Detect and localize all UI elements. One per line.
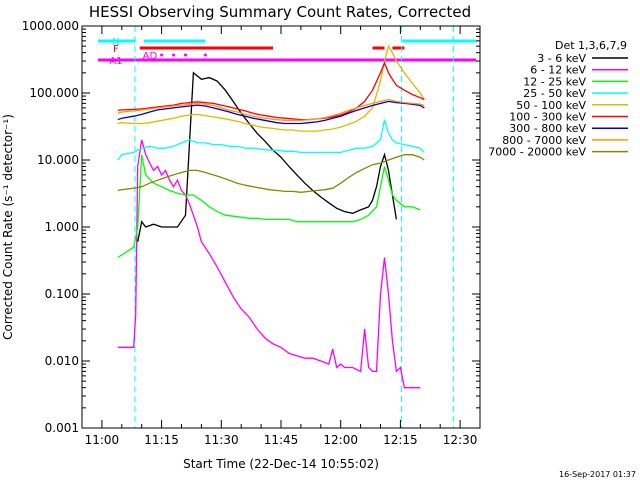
x-axis-label: Start Time (22-Dec-14 10:55:02) — [183, 457, 379, 471]
y-tick-label: 1000.000 — [22, 19, 79, 33]
legend-label: 300 - 800 keV — [509, 122, 586, 135]
flag-dot — [183, 53, 187, 57]
legend-label: 7000 - 20000 keV — [488, 146, 586, 159]
legend-label: 25 - 50 keV — [523, 87, 586, 100]
series-line — [117, 100, 425, 125]
series-line — [117, 44, 425, 132]
series-line — [117, 139, 421, 389]
flag-label: AD — [143, 51, 158, 62]
y-tick-label: 10.000 — [37, 153, 79, 167]
series-line — [117, 98, 425, 122]
flag-dot — [172, 53, 176, 57]
flag-label: F — [113, 44, 119, 55]
y-tick-label: 100.000 — [29, 86, 79, 100]
chart-title: HESSI Observing Summary Count Rates, Cor… — [89, 3, 471, 21]
x-tick-label: 11:00 — [85, 433, 120, 447]
flag-dot — [203, 53, 207, 57]
x-tick-label: 11:15 — [144, 433, 179, 447]
observing-flags: NFADA1 — [97, 37, 477, 67]
y-tick-label: 0.010 — [45, 354, 79, 368]
series-lines — [117, 44, 425, 389]
y-axis-label: Corrected Count Rate (s⁻¹ detector⁻¹) — [1, 114, 15, 340]
series-line — [117, 154, 421, 259]
legend-title: Det 1,3,6,7,9 — [555, 39, 627, 52]
x-tick-label: 11:30 — [204, 433, 239, 447]
x-tick-label: 12:30 — [443, 433, 478, 447]
flag-dot — [160, 53, 164, 57]
y-tick-label: 1.000 — [45, 220, 79, 234]
plot-frame — [81, 25, 481, 429]
legend-label: 12 - 25 keV — [523, 75, 586, 88]
x-tick-label: 12:15 — [383, 433, 418, 447]
legend-label: 800 - 7000 keV — [502, 134, 586, 147]
timestamp: 16-Sep-2017 01:37 — [559, 470, 636, 479]
series-line — [117, 61, 425, 121]
y-axis-ticks: 0.001 0.010 0.100 1.000 10.000 100.000 1000.00… — [22, 19, 480, 435]
x-tick-label: 12:00 — [323, 433, 358, 447]
legend-label: 6 - 12 keV — [530, 64, 586, 77]
attenuator-markers — [134, 26, 454, 428]
legend-label: 3 - 6 keV — [537, 52, 586, 65]
x-axis-ticks: 11:00 11:15 11:30 11:45 12:00 12:15 12:30 — [81, 26, 481, 447]
y-tick-label: 0.100 — [45, 287, 79, 301]
y-tick-label: 0.001 — [45, 421, 79, 435]
legend-label: 50 - 100 keV — [516, 99, 586, 112]
series-line — [117, 119, 425, 161]
x-tick-label: 11:45 — [264, 433, 299, 447]
series-line — [137, 71, 398, 243]
series-line — [117, 154, 425, 193]
legend-label: 100 - 300 keV — [509, 111, 586, 124]
